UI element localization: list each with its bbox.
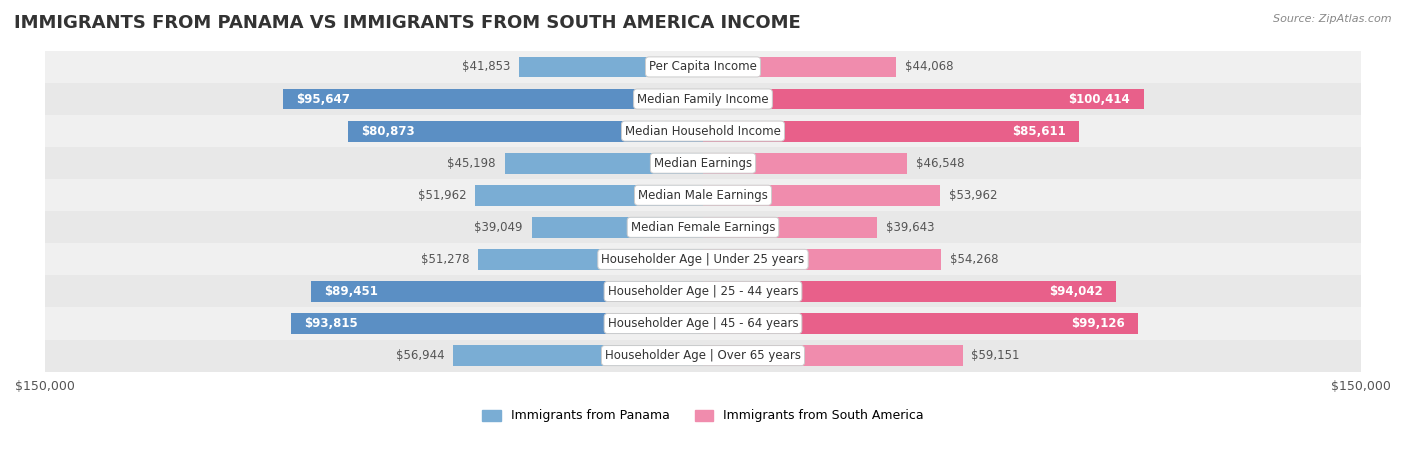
Bar <box>475 185 703 205</box>
Bar <box>284 89 703 109</box>
Text: $80,873: $80,873 <box>361 125 415 138</box>
Bar <box>703 313 1137 334</box>
Bar <box>45 340 1361 372</box>
Bar <box>505 153 703 174</box>
Text: $94,042: $94,042 <box>1049 285 1102 298</box>
Text: $54,268: $54,268 <box>950 253 998 266</box>
Bar <box>45 83 1361 115</box>
Text: $59,151: $59,151 <box>972 349 1019 362</box>
Text: $51,278: $51,278 <box>420 253 470 266</box>
Text: Source: ZipAtlas.com: Source: ZipAtlas.com <box>1274 14 1392 24</box>
Bar <box>703 281 1115 302</box>
Text: Median Family Income: Median Family Income <box>637 92 769 106</box>
Bar <box>45 307 1361 340</box>
Bar <box>703 153 907 174</box>
Text: IMMIGRANTS FROM PANAMA VS IMMIGRANTS FROM SOUTH AMERICA INCOME: IMMIGRANTS FROM PANAMA VS IMMIGRANTS FRO… <box>14 14 801 32</box>
Text: Householder Age | 45 - 64 years: Householder Age | 45 - 64 years <box>607 317 799 330</box>
Text: Per Capita Income: Per Capita Income <box>650 60 756 73</box>
Text: $89,451: $89,451 <box>323 285 378 298</box>
Bar <box>703 120 1078 142</box>
Bar <box>45 51 1361 83</box>
Bar <box>453 345 703 366</box>
Bar <box>703 89 1143 109</box>
Bar <box>45 243 1361 276</box>
Text: Median Earnings: Median Earnings <box>654 156 752 170</box>
Text: $51,962: $51,962 <box>418 189 467 202</box>
Bar <box>45 276 1361 307</box>
Bar <box>703 185 939 205</box>
Bar <box>45 147 1361 179</box>
Bar <box>703 345 963 366</box>
Text: $39,643: $39,643 <box>886 221 934 234</box>
Bar <box>349 120 703 142</box>
Text: Median Male Earnings: Median Male Earnings <box>638 189 768 202</box>
Text: $39,049: $39,049 <box>474 221 523 234</box>
Text: Householder Age | 25 - 44 years: Householder Age | 25 - 44 years <box>607 285 799 298</box>
Text: $46,548: $46,548 <box>915 156 965 170</box>
Text: $99,126: $99,126 <box>1071 317 1125 330</box>
Text: $53,962: $53,962 <box>949 189 997 202</box>
Text: Householder Age | Over 65 years: Householder Age | Over 65 years <box>605 349 801 362</box>
Bar <box>478 249 703 270</box>
Text: $93,815: $93,815 <box>305 317 359 330</box>
Bar <box>531 217 703 238</box>
Bar <box>703 249 941 270</box>
Bar <box>45 115 1361 147</box>
Text: $95,647: $95,647 <box>297 92 350 106</box>
Text: $44,068: $44,068 <box>905 60 953 73</box>
Bar <box>703 217 877 238</box>
Bar <box>45 179 1361 211</box>
Bar <box>45 211 1361 243</box>
Bar <box>291 313 703 334</box>
Text: $100,414: $100,414 <box>1069 92 1130 106</box>
Bar <box>703 57 897 78</box>
Text: $45,198: $45,198 <box>447 156 496 170</box>
Legend: Immigrants from Panama, Immigrants from South America: Immigrants from Panama, Immigrants from … <box>477 404 929 427</box>
Text: $85,611: $85,611 <box>1012 125 1066 138</box>
Bar <box>311 281 703 302</box>
Text: Householder Age | Under 25 years: Householder Age | Under 25 years <box>602 253 804 266</box>
Text: $56,944: $56,944 <box>395 349 444 362</box>
Text: $41,853: $41,853 <box>463 60 510 73</box>
Text: Median Household Income: Median Household Income <box>626 125 780 138</box>
Bar <box>519 57 703 78</box>
Text: Median Female Earnings: Median Female Earnings <box>631 221 775 234</box>
